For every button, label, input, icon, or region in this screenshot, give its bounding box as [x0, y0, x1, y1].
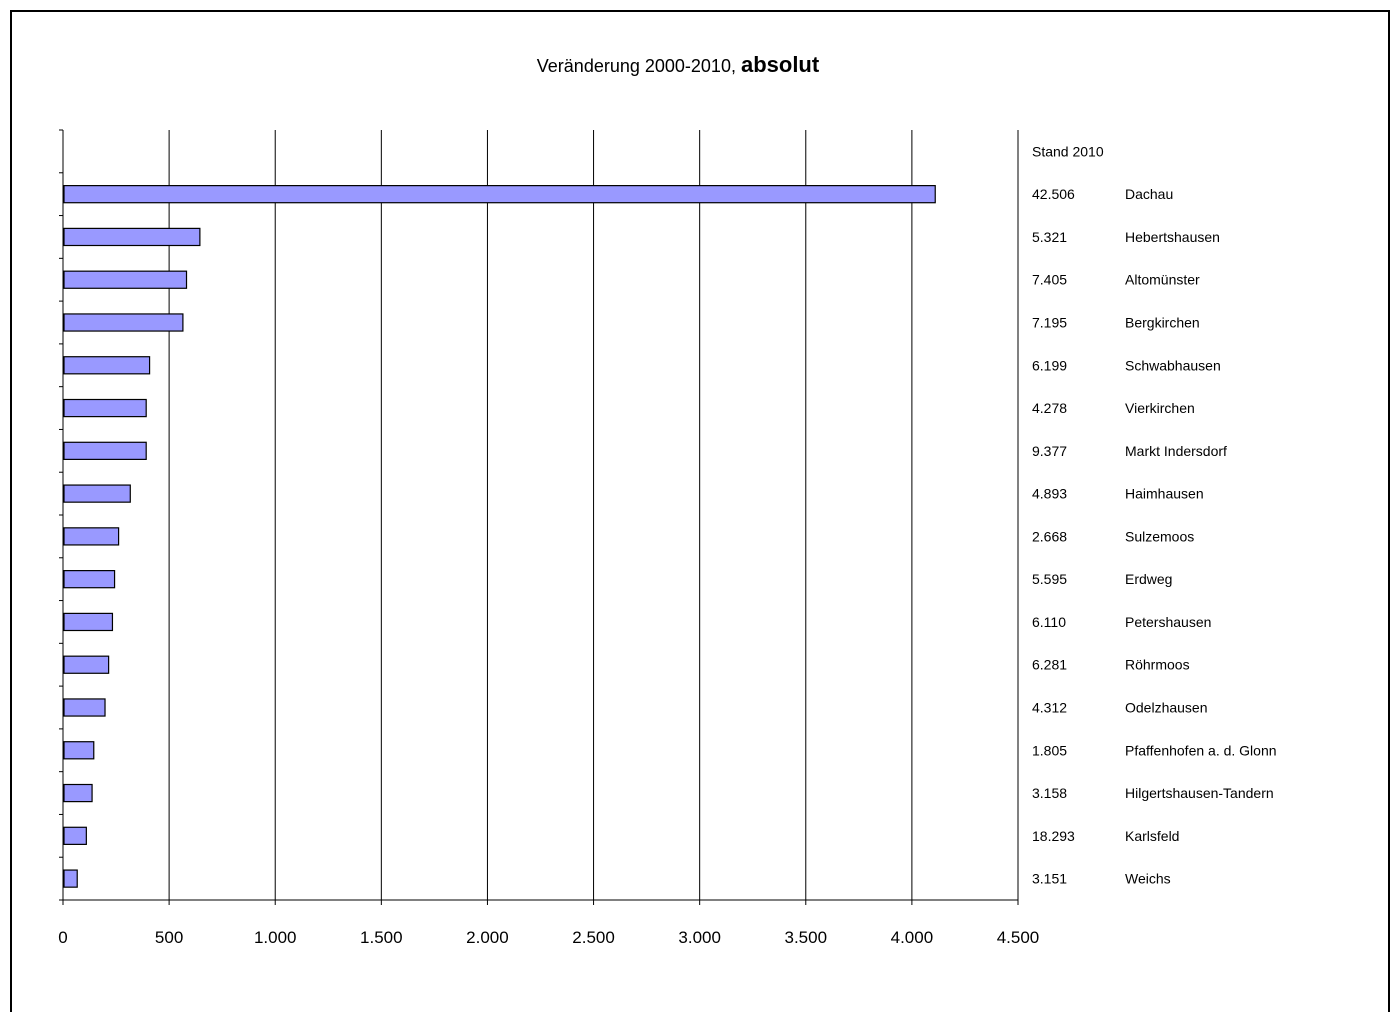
bar [63, 185, 936, 204]
chart-title-bold: absolut [740, 52, 820, 77]
category-label: Bergkirchen [1125, 315, 1200, 331]
bar [63, 869, 78, 888]
stand-value-label: 1.805 [1032, 742, 1067, 758]
x-tick-label: 0 [58, 928, 67, 947]
category-label: Petershausen [1125, 614, 1211, 630]
stand-value-label: 6.110 [1032, 614, 1066, 630]
category-label: Vierkirchen [1125, 400, 1195, 416]
category-label: Markt Indersdorf [1125, 443, 1227, 459]
bar [63, 484, 131, 503]
bar [63, 227, 201, 247]
stand-header-label: Stand 2010 [1032, 143, 1104, 159]
bar [63, 741, 95, 760]
chart-title-text: Veränderung 2000-2010, [536, 56, 736, 76]
stand-value-label: 4.278 [1032, 400, 1067, 416]
x-tick-label: 500 [155, 928, 183, 947]
x-tick-label: 4.500 [997, 928, 1040, 947]
bar [63, 698, 106, 717]
bar [63, 356, 151, 375]
stand-value-label: 3.151 [1032, 871, 1067, 887]
bar [63, 612, 114, 632]
x-tick-label: 2.500 [572, 928, 615, 947]
category-label: Hebertshausen [1125, 229, 1220, 245]
x-tick-label: 3.500 [785, 928, 828, 947]
category-label: Dachau [1125, 186, 1173, 202]
bar [63, 655, 110, 674]
category-label: Erdweg [1125, 571, 1172, 587]
stand-value-label: 6.281 [1032, 657, 1067, 673]
bar [63, 527, 120, 546]
category-label: Altomünster [1125, 272, 1200, 288]
stand-value-label: 3.158 [1032, 785, 1067, 801]
stand-value-label: 7.405 [1032, 272, 1067, 288]
stand-value-label: 42.506 [1032, 186, 1075, 202]
category-label: Karlsfeld [1125, 828, 1179, 844]
category-label: Odelzhausen [1125, 700, 1208, 716]
category-label: Sulzemoos [1125, 528, 1194, 544]
bar [63, 570, 116, 589]
x-tick-label: 1.000 [254, 928, 297, 947]
grid-lines [168, 130, 1019, 900]
x-tick-label: 2.000 [466, 928, 509, 947]
stand-value-label: 6.199 [1032, 357, 1067, 373]
bar [63, 270, 188, 289]
x-tick-label: 3.000 [678, 928, 721, 947]
x-tick-label: 1.500 [360, 928, 403, 947]
category-label: Hilgertshausen-Tandern [1125, 785, 1274, 801]
stand-value-label: 2.668 [1032, 528, 1067, 544]
chart-frame [10, 10, 1390, 1012]
bar [63, 398, 147, 418]
bar [63, 441, 147, 460]
chart-title: Veränderung 2000-2010, absolut [0, 52, 1356, 78]
stand-value-label: 7.195 [1032, 315, 1067, 331]
bar [63, 826, 87, 845]
stand-value-label: 5.595 [1032, 571, 1067, 587]
stand-value-label: 18.293 [1032, 828, 1075, 844]
x-tick-label: 4.000 [891, 928, 934, 947]
stand-value-label: 9.377 [1032, 443, 1067, 459]
category-label: Röhrmoos [1125, 657, 1190, 673]
bar [63, 783, 93, 803]
labels: 0 500 1.000 1.500 2.000 2.500 3.000 3.500 4.000 4… [58, 143, 1276, 947]
category-label: Pfaffenhofen a. d. Glonn [1125, 742, 1277, 758]
category-label: Haimhausen [1125, 486, 1204, 502]
bar [63, 313, 184, 332]
stand-value-label: 5.321 [1032, 229, 1067, 245]
axes [59, 129, 1019, 905]
stand-value-label: 4.893 [1032, 486, 1067, 502]
category-label: Weichs [1125, 871, 1171, 887]
stand-value-label: 4.312 [1032, 700, 1067, 716]
category-label: Schwabhausen [1125, 357, 1221, 373]
bars [63, 185, 936, 888]
